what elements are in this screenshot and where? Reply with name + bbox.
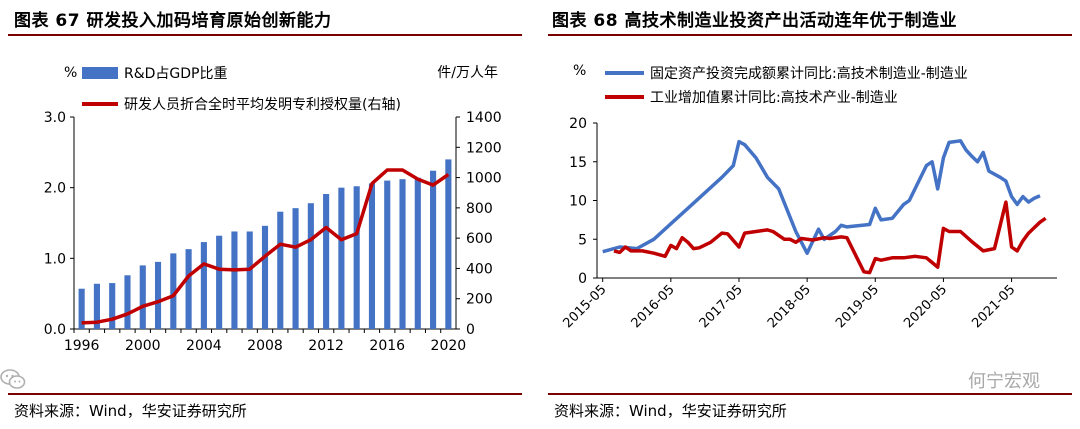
- right-bottom-rule: [548, 393, 1072, 395]
- x-tick-label: 2016-05: [629, 282, 678, 331]
- right-chart: 0 5 10 15 20% 2015-05 2016-05 2017-05 2018-05 201…: [560, 63, 1057, 331]
- bar: [185, 249, 192, 329]
- y-tick-label: 5: [578, 232, 587, 248]
- output-line: [613, 200, 1047, 275]
- legend-bar-swatch: [82, 67, 118, 79]
- bar: [170, 253, 177, 329]
- y-right-tick-label: 1400: [466, 110, 502, 126]
- bar: [93, 283, 100, 329]
- bar: [78, 288, 85, 329]
- x-tick-label: 2016: [369, 338, 405, 354]
- bar: [154, 261, 162, 329]
- investment-line: [602, 139, 1041, 255]
- x-tick-label: 2000: [125, 338, 161, 354]
- x-tick-label: 2012: [308, 338, 344, 354]
- x-tick-label: 2008: [247, 338, 283, 354]
- bar: [430, 170, 437, 329]
- y-right-tick-label: 800: [466, 201, 493, 217]
- left-bottom-rule: [8, 393, 522, 395]
- legend-line-label: 研发人员折合全时平均发明专利授权量(右轴): [124, 96, 401, 113]
- patent-line: [81, 168, 450, 325]
- bar: [323, 194, 330, 329]
- bar: [307, 203, 314, 329]
- y-left-unit: %: [64, 65, 77, 81]
- bar: [261, 225, 269, 329]
- bar: [384, 180, 391, 329]
- bar: [139, 265, 146, 329]
- bar: [368, 183, 376, 329]
- x-tick-label: 1996: [64, 338, 100, 354]
- y-left-tick-label: 1.0: [44, 251, 66, 267]
- y-right-tick-label: 1200: [466, 140, 502, 156]
- x-tick-label: 2015-05: [560, 282, 609, 331]
- legend-bar-label: R&D占GDP比重: [124, 66, 228, 82]
- y-unit: %: [573, 63, 586, 79]
- y-right-unit: 件/万人年: [437, 65, 498, 81]
- bar: [445, 159, 452, 329]
- bar: [246, 231, 253, 329]
- bar: [231, 231, 238, 329]
- watermark-text: 何宁宏观: [968, 371, 1040, 392]
- x-tick-label: 2020: [431, 338, 467, 354]
- bar: [338, 187, 345, 329]
- bar: [200, 242, 207, 329]
- left-panel: 图表 67 研发投入加码培育原始创新能力 0.0 1.0 2.0 3.0 0 200 400…: [0, 0, 530, 429]
- y-right-tick-label: 1000: [466, 171, 502, 187]
- wechat-icon: [0, 369, 26, 389]
- legend-label: 固定资产投资完成额累计同比:高技术制造业-制造业: [650, 65, 968, 82]
- bar: [109, 283, 116, 329]
- left-chart: 0.0 1.0 2.0 3.0 0 200 400 600 800 1000 1200 1400 199…: [44, 65, 502, 354]
- x-tick-label: 2019-05: [833, 282, 882, 331]
- bar: [353, 186, 360, 329]
- left-top-rule: [8, 34, 522, 36]
- x-tick-label: 2004: [186, 338, 222, 354]
- y-right-tick-label: 600: [466, 231, 493, 247]
- y-tick-label: 20: [569, 116, 587, 132]
- bar: [292, 208, 299, 329]
- bar: [414, 177, 421, 329]
- right-top-rule: [548, 34, 1072, 36]
- x-tick-label: 2021-05: [969, 282, 1018, 331]
- x-tick-label: 2020-05: [901, 282, 950, 331]
- y-left-tick-label: 3.0: [44, 110, 66, 126]
- x-tick-label: 2017-05: [697, 282, 746, 331]
- bar: [399, 179, 406, 329]
- right-source-note: 资料来源：Wind，华安证券研究所: [554, 402, 787, 420]
- left-chart-title: 图表 67 研发投入加码培育原始创新能力: [14, 11, 332, 31]
- y-tick-label: 10: [569, 194, 587, 210]
- left-source-note: 资料来源：Wind，华安证券研究所: [14, 402, 247, 420]
- y-tick-label: 15: [569, 155, 587, 171]
- bar: [124, 275, 131, 329]
- y-left-tick-label: 2.0: [44, 181, 66, 197]
- y-right-tick-label: 400: [466, 261, 493, 277]
- x-tick-label: 2018-05: [765, 282, 814, 331]
- right-panel: 图表 68 高技术制造业投资产出活动连年优于制造业 0 5 10 15 20% 2015-…: [540, 0, 1080, 429]
- bar: [216, 235, 223, 329]
- y-left-tick-label: 0.0: [44, 322, 66, 338]
- bar: [277, 211, 284, 329]
- y-right-tick-label: 0: [466, 322, 475, 338]
- legend-label: 工业增加值累计同比:高技术产业-制造业: [650, 89, 898, 106]
- right-chart-title: 图表 68 高技术制造业投资产出活动连年优于制造业: [552, 11, 957, 31]
- y-right-tick-label: 200: [466, 292, 493, 308]
- y-tick-label: 0: [578, 271, 587, 287]
